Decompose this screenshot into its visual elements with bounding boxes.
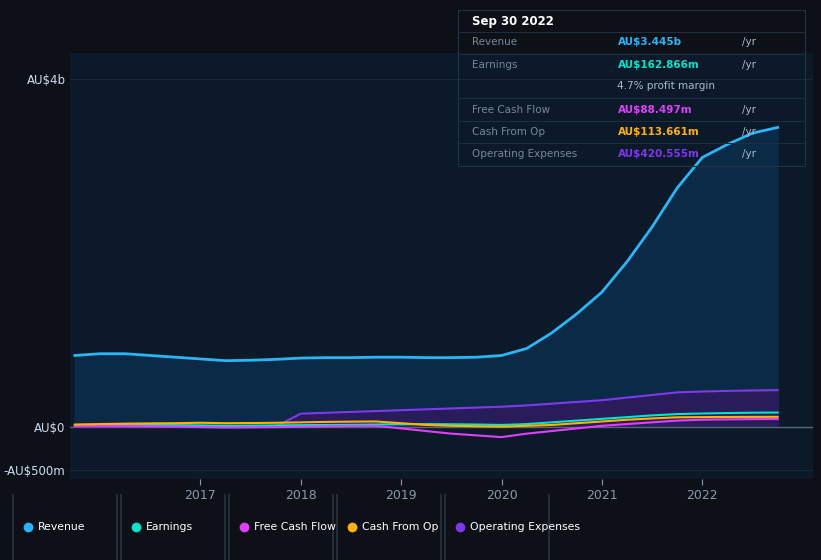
Text: AU$420.555m: AU$420.555m (617, 149, 699, 159)
Text: Operating Expenses: Operating Expenses (472, 149, 577, 159)
Text: AU$113.661m: AU$113.661m (617, 127, 699, 137)
Text: Operating Expenses: Operating Expenses (470, 522, 580, 532)
Text: /yr: /yr (742, 149, 756, 159)
Text: Free Cash Flow: Free Cash Flow (472, 105, 550, 115)
Text: Earnings: Earnings (146, 522, 193, 532)
Text: Sep 30 2022: Sep 30 2022 (472, 15, 554, 28)
Text: 4.7% profit margin: 4.7% profit margin (617, 81, 715, 91)
Text: /yr: /yr (742, 60, 756, 71)
Text: Earnings: Earnings (472, 60, 517, 71)
Text: Free Cash Flow: Free Cash Flow (254, 522, 336, 532)
Text: AU$3.445b: AU$3.445b (617, 37, 681, 47)
Text: Revenue: Revenue (472, 37, 517, 47)
Text: AU$88.497m: AU$88.497m (617, 105, 692, 115)
Text: Cash From Op: Cash From Op (362, 522, 438, 532)
Text: AU$162.866m: AU$162.866m (617, 60, 699, 71)
Text: /yr: /yr (742, 37, 756, 47)
Text: Revenue: Revenue (38, 522, 85, 532)
Text: Cash From Op: Cash From Op (472, 127, 545, 137)
Text: /yr: /yr (742, 127, 756, 137)
Text: /yr: /yr (742, 105, 756, 115)
